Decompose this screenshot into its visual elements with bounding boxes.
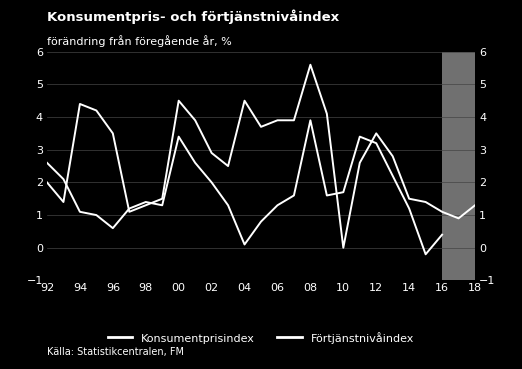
Text: Konsumentpris- och förtjänstnivåindex: Konsumentpris- och förtjänstnivåindex <box>47 9 339 24</box>
Bar <box>442 52 475 280</box>
Text: förändring från föregående år, %: förändring från föregående år, % <box>47 35 232 47</box>
Legend: Konsumentprisindex, Förtjänstnivåindex: Konsumentprisindex, Förtjänstnivåindex <box>108 332 414 344</box>
Text: Källa: Statistikcentralen, FM: Källa: Statistikcentralen, FM <box>47 347 184 357</box>
